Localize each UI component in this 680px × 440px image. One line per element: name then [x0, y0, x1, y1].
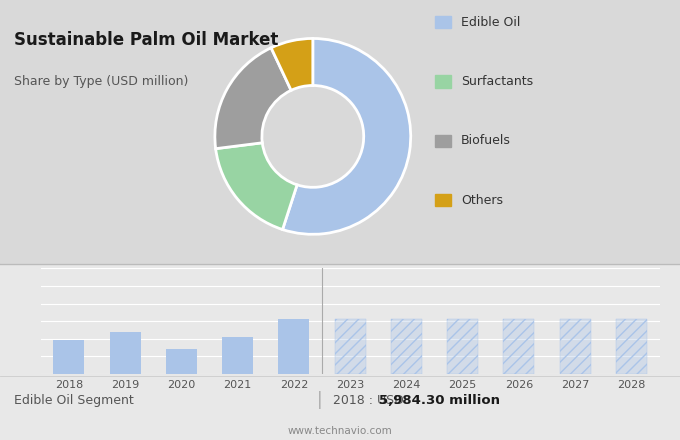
Wedge shape: [283, 38, 411, 235]
Text: Edible Oil: Edible Oil: [461, 15, 521, 29]
Bar: [335, 319, 366, 374]
Bar: [616, 319, 647, 374]
Text: Others: Others: [461, 194, 503, 207]
Bar: [109, 332, 141, 374]
Bar: [560, 319, 591, 374]
Bar: [560, 319, 591, 374]
Text: |: |: [317, 392, 322, 409]
Bar: [222, 337, 253, 374]
Wedge shape: [216, 143, 297, 230]
Bar: [279, 319, 309, 374]
Wedge shape: [215, 48, 291, 149]
Wedge shape: [271, 38, 313, 90]
Bar: [54, 340, 84, 374]
Bar: [166, 349, 197, 374]
Text: Surfactants: Surfactants: [461, 75, 533, 88]
Bar: [447, 319, 478, 374]
Text: 2018 : USD: 2018 : USD: [333, 394, 408, 407]
Bar: [503, 319, 534, 374]
Text: 5,984.30 million: 5,984.30 million: [379, 394, 500, 407]
Bar: [335, 319, 366, 374]
Text: Share by Type (USD million): Share by Type (USD million): [14, 75, 188, 88]
Text: Biofuels: Biofuels: [461, 134, 511, 147]
Text: www.technavio.com: www.technavio.com: [288, 426, 392, 436]
Bar: [447, 319, 478, 374]
Bar: [391, 319, 422, 374]
Bar: [503, 319, 534, 374]
Text: Edible Oil Segment: Edible Oil Segment: [14, 394, 133, 407]
Bar: [391, 319, 422, 374]
Bar: [616, 319, 647, 374]
Text: Sustainable Palm Oil Market: Sustainable Palm Oil Market: [14, 31, 278, 49]
